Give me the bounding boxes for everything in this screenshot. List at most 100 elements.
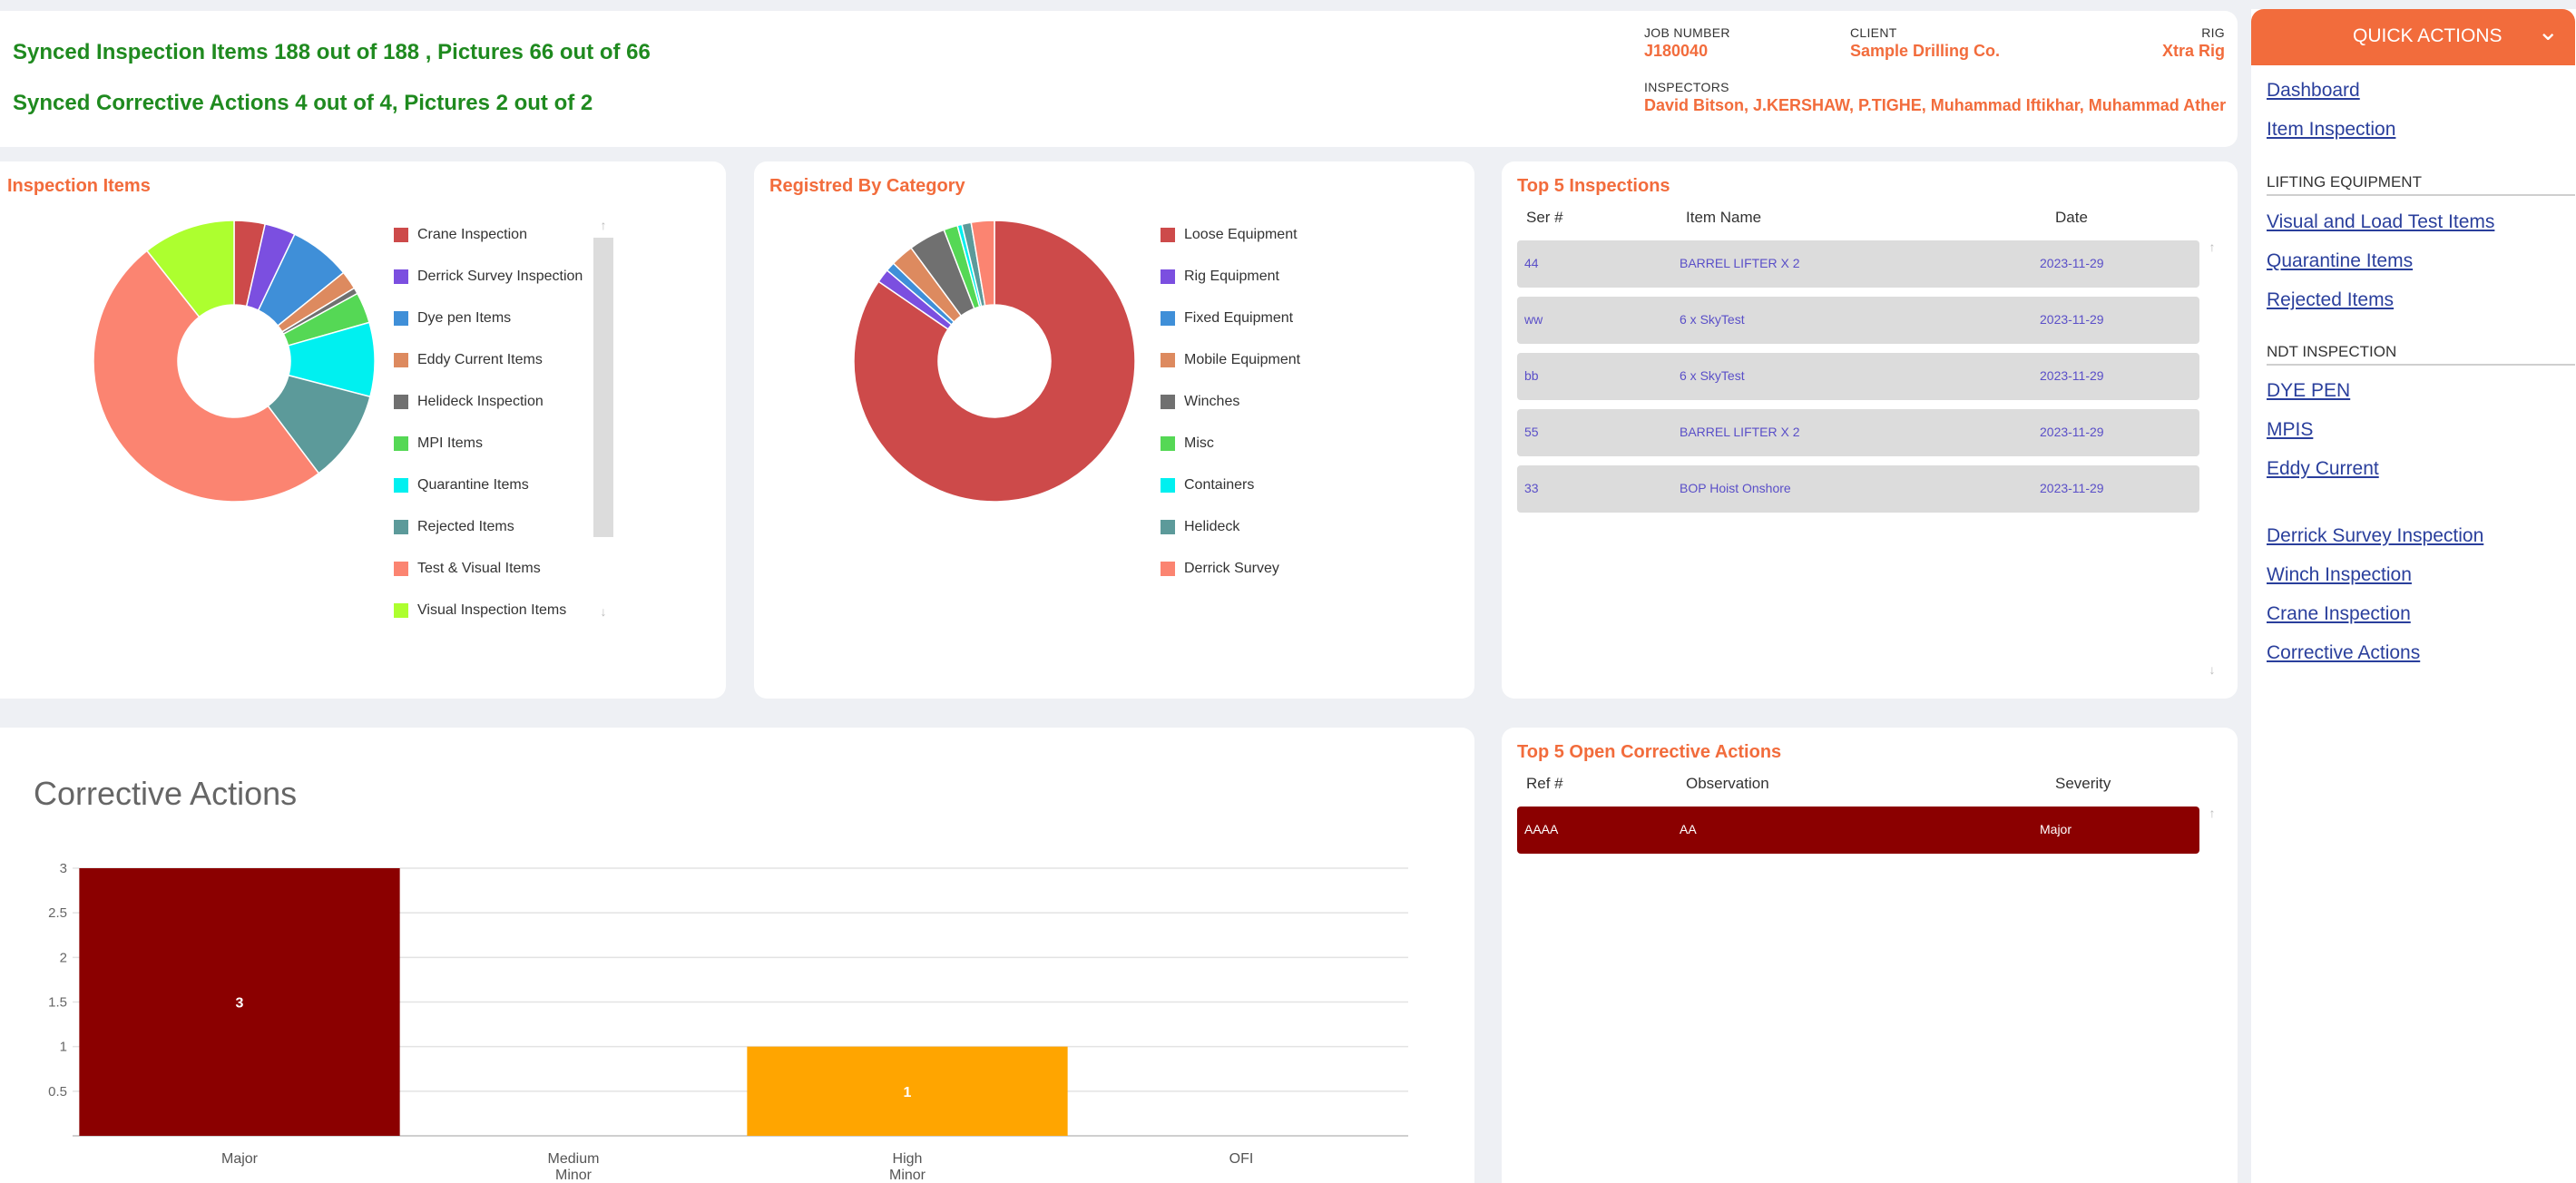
top-open-corrective-title: Top 5 Open Corrective Actions	[1517, 742, 1782, 762]
column-header-date: Date	[2055, 209, 2088, 226]
legend-item[interactable]: Crane Inspection	[394, 227, 527, 243]
section-ndt-inspection: NDT INSPECTION	[2267, 343, 2397, 360]
registered-by-category-card: Registred By Category Loose Equipment Ri…	[754, 161, 1474, 699]
scroll-down-arrow-icon[interactable]: ↓	[600, 604, 607, 619]
legend-item[interactable]: Misc	[1161, 435, 1214, 452]
bar-value-label: 3	[236, 996, 244, 1012]
pie-slice[interactable]	[93, 249, 320, 503]
legend-item[interactable]: Derrick Survey	[1161, 561, 1279, 577]
legend-item[interactable]: Visual Inspection Items	[394, 602, 566, 619]
sync-header-card: Synced Inspection Items 188 out of 188 ,…	[0, 11, 2238, 147]
inspection-items-title: Inspection Items	[7, 176, 151, 196]
nav-link-corrective-actions[interactable]: Corrective Actions	[2267, 642, 2421, 663]
y-tick-label: 1	[60, 1040, 67, 1055]
column-header-ref: Ref #	[1526, 775, 1563, 792]
scroll-up-arrow-icon[interactable]: ↑	[2209, 240, 2216, 254]
client-label: CLIENT	[1850, 25, 1897, 40]
divider	[2267, 364, 2575, 366]
x-tick-label: Major	[221, 1151, 259, 1167]
synced-inspection-items: Synced Inspection Items 188 out of 188 ,…	[13, 40, 651, 64]
nav-link-winch-inspection[interactable]: Winch Inspection	[2267, 564, 2412, 585]
section-lifting-equipment: LIFTING EQUIPMENT	[2267, 173, 2422, 191]
inspection-items-card: Inspection Items Crane Inspection Derric…	[0, 161, 726, 699]
nav-link-crane-inspection[interactable]: Crane Inspection	[2267, 603, 2411, 624]
table-row[interactable]: ww 6 x SkyTest 2023-11-29	[1517, 297, 2199, 344]
column-header-observation: Observation	[1686, 775, 1769, 792]
y-tick-label: 3	[60, 861, 67, 876]
nav-link-rejected-items[interactable]: Rejected Items	[2267, 289, 2395, 310]
corrective-actions-chart-title: Corrective Actions	[34, 775, 298, 812]
y-tick-label: 2	[60, 950, 67, 965]
legend-item[interactable]: Helideck Inspection	[394, 394, 544, 410]
synced-corrective-actions: Synced Corrective Actions 4 out of 4, Pi…	[13, 91, 593, 115]
nav-link-dye-pen[interactable]: DYE PEN	[2267, 380, 2351, 401]
inspection-items-legend: Crane Inspection Derrick Survey Inspecti…	[394, 227, 584, 626]
quick-actions-header[interactable]: QUICK ACTIONS ⌄	[2251, 9, 2575, 65]
y-tick-label: 0.5	[48, 1084, 67, 1100]
pie-slice[interactable]	[145, 220, 235, 318]
bar-value-label: 1	[904, 1085, 912, 1100]
legend-item[interactable]: Fixed Equipment	[1161, 310, 1293, 327]
rig-name: Xtra Rig	[2161, 42, 2225, 60]
x-tick-label: Medium	[548, 1151, 600, 1167]
quick-actions-title: QUICK ACTIONS	[2353, 25, 2503, 46]
registered-by-category-donut[interactable]	[840, 207, 1149, 515]
nav-link-quarantine-items[interactable]: Quarantine Items	[2267, 250, 2414, 271]
x-tick-label: High	[893, 1151, 923, 1167]
pie-slice[interactable]	[970, 220, 995, 307]
column-header-item-name: Item Name	[1686, 209, 1762, 226]
inspectors-label: INSPECTORS	[1644, 80, 1729, 94]
registered-by-category-legend: Loose Equipment Rig Equipment Fixed Equi…	[1161, 227, 1387, 608]
y-tick-label: 2.5	[48, 905, 67, 921]
legend-item[interactable]: Rig Equipment	[1161, 269, 1279, 285]
table-row[interactable]: 55 BARREL LIFTER X 2 2023-11-29	[1517, 409, 2199, 456]
table-row[interactable]: 33 BOP Hoist Onshore 2023-11-29	[1517, 465, 2199, 513]
legend-scrollbar[interactable]	[593, 238, 613, 537]
legend-item[interactable]: Quarantine Items	[394, 477, 529, 494]
quick-actions-panel	[2251, 9, 2576, 1183]
divider	[2267, 194, 2575, 196]
legend-item[interactable]: Winches	[1161, 394, 1239, 410]
legend-item[interactable]: Loose Equipment	[1161, 227, 1298, 243]
registered-by-category-title: Registred By Category	[769, 176, 965, 196]
nav-link-dashboard[interactable]: Dashboard	[2267, 80, 2360, 101]
x-tick-label: Minor	[889, 1168, 926, 1183]
scroll-up-arrow-icon[interactable]: ↑	[600, 218, 607, 232]
job-number: J180040	[1644, 42, 1709, 60]
scroll-up-arrow-icon[interactable]: ↑	[2209, 806, 2216, 820]
nav-link-derrick-survey[interactable]: Derrick Survey Inspection	[2267, 525, 2484, 546]
nav-link-mpis[interactable]: MPIS	[2267, 419, 2314, 440]
bar[interactable]	[747, 1046, 1068, 1136]
corrective-action-row[interactable]: AAAA AA Major	[1517, 807, 2199, 854]
pie-slice[interactable]	[853, 220, 1136, 503]
chevron-down-icon[interactable]: ⌄	[2537, 17, 2559, 45]
legend-item[interactable]: Derrick Survey Inspection	[394, 269, 583, 285]
column-header-ser: Ser #	[1526, 209, 1563, 226]
legend-item[interactable]: Containers	[1161, 477, 1254, 494]
job-number-label: JOB NUMBER	[1644, 25, 1730, 40]
table-row[interactable]: 44 BARREL LIFTER X 2 2023-11-29	[1517, 240, 2199, 288]
legend-item[interactable]: Eddy Current Items	[394, 352, 543, 368]
legend-item[interactable]: MPI Items	[394, 435, 483, 452]
top-open-corrective-card: Top 5 Open Corrective Actions Ref # Obse…	[1502, 728, 2238, 1183]
legend-item[interactable]: Dye pen Items	[394, 310, 511, 327]
inspection-items-donut[interactable]	[80, 207, 388, 515]
y-tick-label: 1.5	[48, 995, 67, 1011]
legend-item[interactable]: Helideck	[1161, 519, 1239, 535]
nav-link-visual-load-test[interactable]: Visual and Load Test Items	[2267, 211, 2495, 232]
nav-link-eddy-current[interactable]: Eddy Current	[2267, 458, 2379, 479]
bar[interactable]	[79, 868, 400, 1136]
rig-label: RIG	[2201, 25, 2225, 40]
client-name: Sample Drilling Co.	[1850, 42, 2001, 60]
legend-item[interactable]: Test & Visual Items	[394, 561, 541, 577]
legend-item[interactable]: Rejected Items	[394, 519, 514, 535]
table-row[interactable]: bb 6 x SkyTest 2023-11-29	[1517, 353, 2199, 400]
legend-item[interactable]: Mobile Equipment	[1161, 352, 1300, 368]
x-tick-label: OFI	[1229, 1151, 1254, 1167]
top-inspections-title: Top 5 Inspections	[1517, 176, 1670, 196]
column-header-severity: Severity	[2055, 775, 2111, 792]
scroll-down-arrow-icon[interactable]: ↓	[2209, 662, 2216, 677]
x-tick-label: Minor	[555, 1168, 593, 1183]
nav-link-item-inspection[interactable]: Item Inspection	[2267, 119, 2396, 140]
